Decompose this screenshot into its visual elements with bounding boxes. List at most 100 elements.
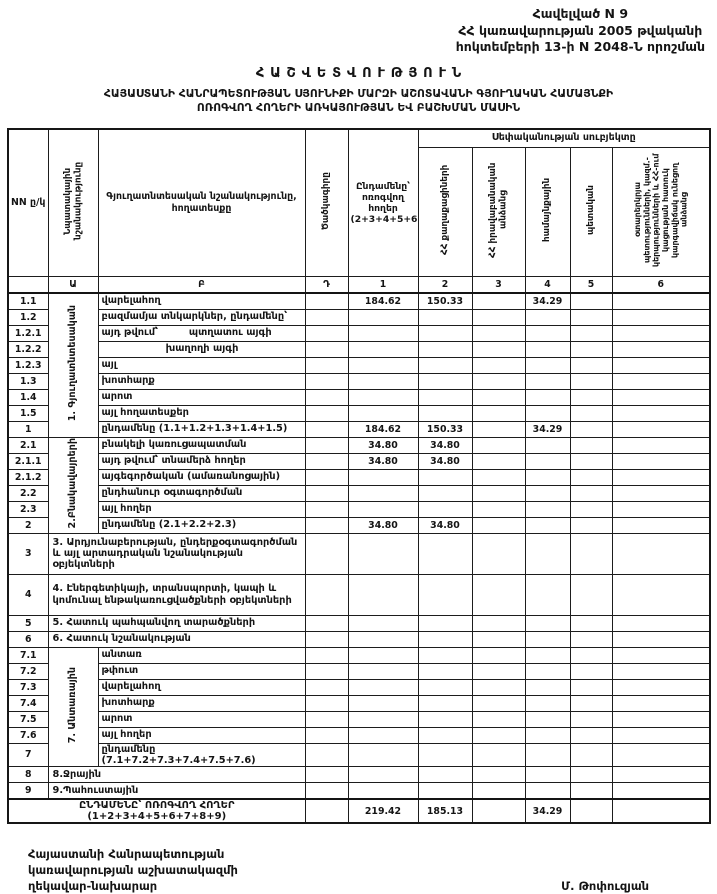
header-purpose: Նպատակային նշանակությունը xyxy=(47,128,99,277)
section-vertical-label: 2.Բնակավայրերի xyxy=(67,438,79,529)
value-cell xyxy=(347,630,419,648)
value-cell xyxy=(417,468,473,486)
table-row: 1.2.1 այդ թվում՝ պտղատու այգի xyxy=(7,324,711,342)
value-cell xyxy=(304,614,349,632)
table-row: 7.1 7. Անտառային անտառ xyxy=(7,646,711,768)
value-cell xyxy=(611,646,711,664)
value-cell xyxy=(611,292,711,310)
header-ownership: Սեփականության սուբյեկտը xyxy=(417,128,711,148)
page-title: ՀԱՇՎԵՏՎՈՒԹՅՈՒՆ xyxy=(255,65,468,81)
signatory-line: Հայաստանի Հանրապետության xyxy=(28,847,225,862)
value-cell xyxy=(611,388,711,406)
row-number-cell: 1.3 xyxy=(7,372,49,390)
value-cell xyxy=(611,452,711,470)
value-cell xyxy=(417,404,473,422)
row-number-cell: 9 xyxy=(7,782,49,800)
land-type-cell: այդ թվում՝ պտղատու այգի xyxy=(97,324,306,342)
value-cell xyxy=(471,798,526,824)
table-row: 7.6 այլ հողեր xyxy=(7,726,711,744)
value-cell xyxy=(611,662,711,680)
signature-name: Մ. Թոփուզյան xyxy=(561,879,649,894)
value-cell xyxy=(524,678,571,696)
value-cell xyxy=(524,324,571,342)
row-number-cell: 7.2 xyxy=(7,662,49,680)
value-cell xyxy=(524,614,571,632)
table-row: ԸՆԴԱՄԵՆԸ՝ ՈՌՈԳՎՈՂ ՀՈՂԵՐ (1+2+3+4+5+6+7+8… xyxy=(7,798,711,824)
value-cell xyxy=(471,436,526,454)
value-cell xyxy=(304,678,349,696)
value-cell xyxy=(524,782,571,800)
value-cell xyxy=(524,372,571,390)
value-cell xyxy=(471,420,526,438)
header-row-main: NN ը/կ Նպատակային նշանակությունը Գյուղատ… xyxy=(7,128,711,277)
row-number-cell: 5 xyxy=(7,614,49,632)
land-type-cell: այլ հողեր xyxy=(97,500,306,518)
table-row: 9 9.Պահուստային xyxy=(7,782,711,800)
value-cell xyxy=(304,292,349,310)
table-row: 1.2.2 խաղողի այգի xyxy=(7,340,711,358)
table-row: 1.4 արոտ xyxy=(7,388,711,406)
value-cell xyxy=(569,742,613,768)
value-cell xyxy=(417,356,473,374)
table-body: 1.1 1. Գյուղատնտեսական վարելահող 184.62 150.… xyxy=(7,292,711,824)
value-cell xyxy=(471,710,526,728)
value-cell xyxy=(417,500,473,518)
value-cell xyxy=(569,694,613,712)
value-cell xyxy=(304,420,349,438)
value-cell xyxy=(304,340,349,358)
land-type-cell: ընդամենը (2.1+2.2+2.3) xyxy=(97,516,306,534)
value-cell xyxy=(417,614,473,632)
value-cell xyxy=(569,646,613,664)
table-row: 7.4 խոտհարք xyxy=(7,694,711,712)
value-cell: 219.42 xyxy=(347,798,419,824)
subtitle-line: ՀԱՅԱՍՏԱՆԻ ՀԱՆՐԱՊԵՏՈՒԹՅԱՆ ՍՅՈՒՆԻՔԻ ՄԱՐԶԻ … xyxy=(103,86,614,100)
value-cell xyxy=(611,372,711,390)
land-type-cell: այգեգործական (ամառանոցային) xyxy=(97,468,306,486)
value-cell xyxy=(304,404,349,422)
value-cell xyxy=(524,630,571,648)
land-type-cell: խաղողի այգի xyxy=(97,340,306,358)
letter-cell xyxy=(7,275,49,294)
header-own-foreign: օտարերկրյա պետությունների, կազմ.-կերպութ… xyxy=(611,146,711,277)
row-number-cell: 7.4 xyxy=(7,694,49,712)
value-cell xyxy=(347,710,419,728)
land-type-cell: վարելահող xyxy=(97,292,306,310)
value-cell xyxy=(569,798,613,824)
report-table: NN ը/կ Նպատակային նշանակությունը Գյուղատ… xyxy=(7,127,712,825)
signatory-title-block: Հայաստանի Հանրապետության կառավարության ա… xyxy=(28,846,238,894)
value-cell xyxy=(524,452,571,470)
value-cell xyxy=(471,292,526,310)
value-cell xyxy=(417,782,473,800)
value-cell xyxy=(304,573,349,616)
table-row: 7.5 արոտ xyxy=(7,710,711,728)
value-cell xyxy=(611,726,711,744)
value-cell xyxy=(347,484,419,502)
value-cell xyxy=(569,452,613,470)
value-cell: 34.80 xyxy=(347,516,419,534)
table-row: 3 3. Արդյունաբերության, ընդերքօգտագործման… xyxy=(7,532,711,575)
appendix-line: ՀՀ կառավարության 2005 թվականի xyxy=(458,22,703,38)
value-cell xyxy=(304,356,349,374)
row-number-cell: 1.5 xyxy=(7,404,49,422)
value-cell: 185.13 xyxy=(417,798,473,824)
value-cell xyxy=(471,452,526,470)
row-number-cell: 7.6 xyxy=(7,726,49,744)
letter-cell: 2 xyxy=(417,275,473,294)
value-cell xyxy=(417,742,473,768)
value-cell xyxy=(569,292,613,310)
table-row: 2.1.2 այգեգործական (ամառանոցային) xyxy=(7,468,711,486)
letter-cell: 4 xyxy=(524,275,571,294)
value-cell xyxy=(471,388,526,406)
value-cell xyxy=(471,726,526,744)
table-row: 1.3 խոտհարք xyxy=(7,372,711,390)
value-cell xyxy=(417,678,473,696)
land-type-cell: արոտ xyxy=(97,710,306,728)
header-landtype: Գյուղատնտեսական նշանակությունը, հողատեսք… xyxy=(97,128,306,277)
row-number-cell: 1.2 xyxy=(7,308,49,326)
table-row: 2 ընդամենը (2.1+2.2+2.3) 34.80 34.80 xyxy=(7,516,711,534)
section-label-cell: 2.Բնակավայրերի xyxy=(47,436,99,534)
land-type-cell: ընդհանուր օգտագործման xyxy=(97,484,306,502)
table-row: 1 ընդամենը (1.1+1.2+1.3+1.4+1.5) 184.62 150… xyxy=(7,420,711,438)
row-number-cell: 1.1 xyxy=(7,292,49,310)
value-cell xyxy=(304,308,349,326)
